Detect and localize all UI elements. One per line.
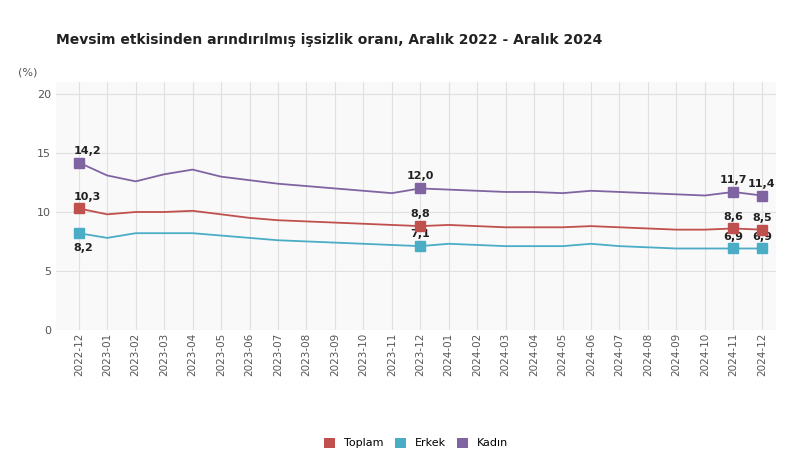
- Legend: Toplam, Erkek, Kadın: Toplam, Erkek, Kadın: [319, 433, 513, 453]
- Text: 6,9: 6,9: [723, 232, 743, 241]
- Text: 10,3: 10,3: [74, 191, 101, 202]
- Text: 6,9: 6,9: [752, 232, 772, 241]
- Text: 14,2: 14,2: [74, 146, 101, 156]
- Text: 11,7: 11,7: [719, 175, 747, 185]
- Text: 8,2: 8,2: [74, 243, 93, 253]
- Text: Mevsim etkisinden arındırılmış işsizlik oranı, Aralık 2022 - Aralık 2024: Mevsim etkisinden arındırılmış işsizlik …: [56, 33, 602, 47]
- Text: 8,5: 8,5: [752, 213, 771, 223]
- Text: 12,0: 12,0: [406, 171, 434, 181]
- Text: 11,4: 11,4: [748, 179, 775, 189]
- Text: 8,8: 8,8: [410, 209, 430, 219]
- Y-axis label: (%): (%): [18, 67, 37, 77]
- Text: 8,6: 8,6: [723, 212, 743, 222]
- Text: 7,1: 7,1: [410, 229, 430, 239]
